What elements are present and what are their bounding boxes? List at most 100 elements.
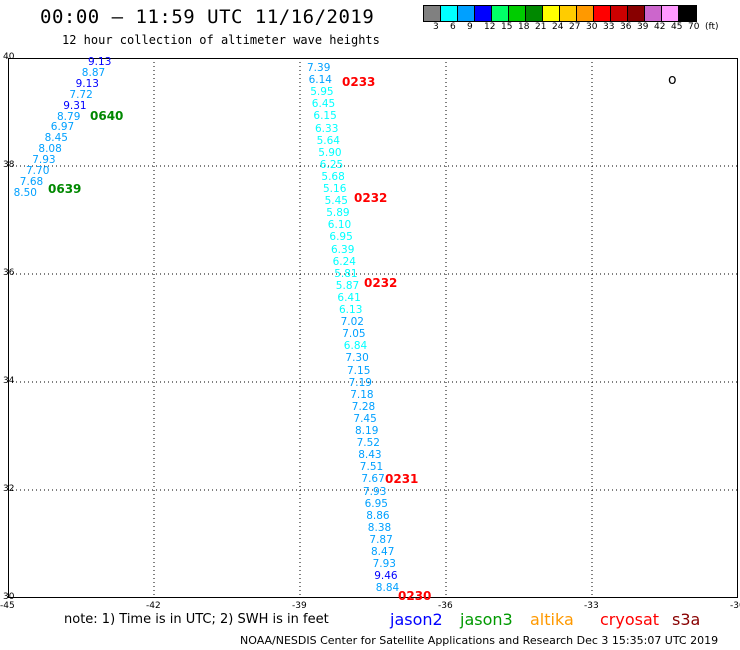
- latitude-tick-label: 40: [3, 52, 15, 62]
- mission-altika: altika: [530, 610, 574, 629]
- wave-height-label: 6.25: [319, 158, 344, 171]
- color-swatch: [611, 6, 628, 21]
- color-swatch: [492, 6, 509, 21]
- color-swatch: [577, 6, 594, 21]
- wave-height-label: 6.41: [337, 291, 361, 304]
- color-swatch: [662, 6, 679, 21]
- wave-height-label: 6.39: [331, 243, 355, 256]
- latitude-tick-label: 32: [3, 484, 15, 494]
- wave-height-label: 7.15: [347, 364, 371, 377]
- wave-height-label: 5.16: [323, 183, 347, 195]
- wave-height-label: 7.52: [356, 437, 380, 450]
- wave-height-label: 7.28: [351, 400, 376, 413]
- color-scale-label: 39: [637, 22, 649, 32]
- longitude-tick-label: -45: [0, 601, 15, 611]
- color-swatch: [679, 6, 696, 21]
- wave-height-label: 8.38: [367, 521, 392, 534]
- color-swatch: [543, 6, 560, 21]
- color-scale-label: 70: [688, 22, 700, 32]
- color-swatch: [628, 6, 645, 21]
- wave-height-label: 7.05: [342, 328, 366, 341]
- wave-height-label: 8.19: [355, 425, 379, 437]
- wave-height-label: 8.47: [371, 546, 395, 558]
- pass-time-label: 0232: [354, 191, 388, 205]
- wave-height-label: 9.13: [75, 77, 99, 90]
- wave-height-label: 5.81: [334, 267, 358, 280]
- color-swatch: [509, 6, 526, 21]
- wave-height-label: 7.72: [69, 88, 93, 101]
- map-frame: [8, 58, 738, 598]
- pass-time-label: 0233: [342, 75, 376, 89]
- longitude-tick-label: -42: [146, 601, 161, 611]
- wave-height-label: 9.46: [374, 570, 398, 583]
- wave-height-label: 6.97: [50, 121, 75, 134]
- longitude-tick-label: -36: [438, 601, 453, 611]
- wave-height-label: 8.08: [38, 143, 62, 156]
- pass-time-label: 0231: [385, 472, 419, 486]
- wave-height-label: 5.90: [318, 146, 342, 159]
- pass-time-label: 0230: [398, 589, 432, 603]
- wave-height-label: 7.68: [19, 175, 44, 188]
- latitude-tick-label: 38: [3, 160, 15, 170]
- mission-s3a: s3a: [672, 610, 701, 629]
- color-swatch: [560, 6, 577, 21]
- wave-height-label: 7.93: [372, 558, 396, 571]
- wave-height-label: 7.30: [345, 352, 369, 365]
- longitude-tick-label: -39: [292, 601, 307, 611]
- wave-height-label: 8.45: [44, 132, 68, 145]
- island-marker: o: [668, 72, 677, 88]
- color-swatch: [475, 6, 492, 21]
- pass-time-label: 0639: [48, 182, 82, 196]
- color-scale-label: 45: [671, 22, 683, 32]
- wave-height-label: 7.39: [307, 62, 331, 74]
- color-scale-label: 42: [654, 22, 666, 32]
- wave-height-label: 8.79: [57, 110, 81, 123]
- wave-height-label: 7.45: [353, 412, 377, 425]
- units-note: note: 1) Time is in UTC; 2) SWH is in fe…: [64, 612, 329, 627]
- wave-height-label: 6.33: [315, 122, 339, 135]
- wave-height-label: 5.68: [321, 170, 345, 183]
- wave-height-label: 5.95: [310, 86, 334, 99]
- wave-height-label: 7.93: [363, 485, 387, 498]
- color-scale-label: 12: [484, 22, 496, 32]
- wave-height-label: 7.67: [361, 473, 385, 486]
- color-scale-label: 30: [586, 22, 598, 32]
- color-scale-label: (ft): [705, 22, 719, 32]
- map-plot: [8, 58, 738, 598]
- wave-height-label: 6.95: [364, 497, 388, 510]
- wave-height-label: 6.10: [327, 219, 352, 232]
- wave-height-label: 8.87: [81, 66, 106, 79]
- pass-time-label: 0232: [364, 276, 398, 290]
- color-scale-label: 21: [535, 22, 547, 32]
- color-swatch: [458, 6, 475, 21]
- color-scale-bar: [423, 5, 697, 22]
- wave-height-label: 6.15: [313, 110, 337, 123]
- latitude-tick-label: 36: [3, 268, 15, 278]
- color-scale-label: 3: [433, 22, 439, 32]
- page-subtitle: 12 hour collection of altimeter wave hei…: [62, 33, 380, 47]
- color-swatch: [441, 6, 458, 21]
- color-scale-label: 27: [569, 22, 581, 32]
- wave-height-label: 5.64: [316, 134, 340, 147]
- color-scale-label: 24: [552, 22, 564, 32]
- wave-height-label: 9.13: [88, 56, 112, 68]
- mission-jason2: jason2: [390, 610, 443, 629]
- wave-height-label: 7.19: [348, 376, 372, 389]
- latitude-tick-label: 30: [3, 592, 15, 602]
- page-title: 00:00 – 11:59 UTC 11/16/2019: [40, 6, 375, 28]
- wave-height-label: 5.89: [326, 207, 350, 220]
- mission-cryosat: cryosat: [600, 610, 660, 629]
- wave-height-label: 6.24: [332, 255, 356, 268]
- wave-height-label: 6.13: [339, 304, 363, 316]
- pass-time-label: 0640: [90, 109, 124, 123]
- latitude-tick-label: 34: [3, 376, 15, 386]
- color-scale-label: 6: [450, 22, 456, 32]
- color-scale-label: 33: [603, 22, 615, 32]
- wave-height-label: 6.45: [311, 98, 336, 111]
- wave-height-label: 6.14: [308, 74, 332, 87]
- color-scale-label: 15: [501, 22, 513, 32]
- color-scale-label: 9: [467, 22, 473, 32]
- wave-height-label: 7.02: [340, 316, 364, 329]
- color-swatch: [526, 6, 543, 21]
- wave-height-label: 9.31: [63, 99, 87, 112]
